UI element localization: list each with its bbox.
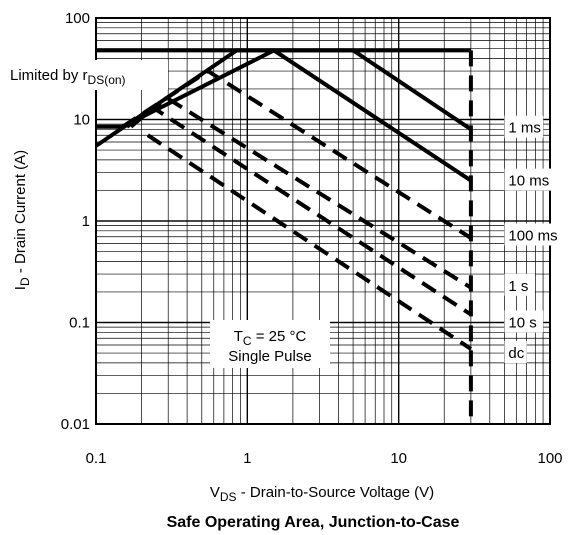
x-axis-label: VDS - Drain-to-Source Voltage (V) <box>210 484 434 504</box>
curve-label-100-ms: 100 ms <box>508 227 557 244</box>
x-tick-label: 100 <box>537 450 562 467</box>
series-line-dc <box>146 133 473 351</box>
curve-label-10-ms: 10 ms <box>508 173 549 190</box>
x-tick-label: 0.1 <box>86 450 107 467</box>
series-line-1-s <box>125 96 472 290</box>
series-line-10-s <box>129 105 472 317</box>
plot-frame <box>95 17 551 425</box>
limited-label: Limited by rDS(on) <box>10 67 126 87</box>
conditions-box-bg <box>210 320 330 368</box>
series-layer <box>94 48 473 424</box>
conditions-line2: Single Pulse <box>228 348 311 365</box>
curve-label-1-s: 1 s <box>508 278 528 295</box>
curve-labels: 1 ms 10 ms 100 ms 1 s 10 s dc <box>504 115 560 364</box>
y-axis-label-text: - Drain Current (A) <box>12 150 29 278</box>
x-axis-label-text: - Drain-to-Source Voltage (V) <box>237 484 435 501</box>
y-tick-label: 0.01 <box>61 416 90 433</box>
chart-title: Safe Operating Area, Junction-to-Case <box>167 514 460 531</box>
x-axis-label-sub: DS <box>220 490 237 504</box>
y-axis-label-prefix: I <box>12 286 29 290</box>
curve-label-bg-1-s <box>504 273 536 296</box>
tick-labels: 0.1 1 10 100 100 10 1 0.1 0.01 <box>61 10 563 467</box>
x-axis-label-prefix: V <box>210 484 220 501</box>
limited-label-sub: DS(on) <box>88 73 126 87</box>
y-tick-label: 10 <box>73 112 90 129</box>
curve-label-bg-10-s <box>504 310 544 333</box>
x-tick-label: 10 <box>390 450 407 467</box>
x-tick-label: 1 <box>243 450 251 467</box>
curve-label-bg-1-ms <box>504 115 544 138</box>
conditions-line1-sub: C <box>243 334 252 348</box>
curve-label-bg-100-ms <box>504 223 560 246</box>
curve-label-bg-10-ms <box>504 168 552 191</box>
limited-label-bg <box>8 60 168 90</box>
curve-label-10-s: 10 s <box>508 315 536 332</box>
conditions-line1: TC = 25 °C <box>234 328 307 348</box>
limited-label-prefix: Limited by r <box>10 67 88 84</box>
y-tick-label: 1 <box>82 213 90 230</box>
y-tick-label: 100 <box>65 10 90 27</box>
conditions-line1-prefix: T <box>234 328 243 345</box>
y-axis-label-sub: D <box>18 277 32 286</box>
conditions-line1-suffix: = 25 °C <box>252 328 307 345</box>
y-axis-label: ID - Drain Current (A) <box>12 150 32 290</box>
y-tick-label: 0.1 <box>69 315 90 332</box>
curve-label-bg-dc <box>504 341 527 364</box>
curve-label-dc: dc <box>508 345 524 362</box>
curve-label-1-ms: 1 ms <box>508 120 541 137</box>
